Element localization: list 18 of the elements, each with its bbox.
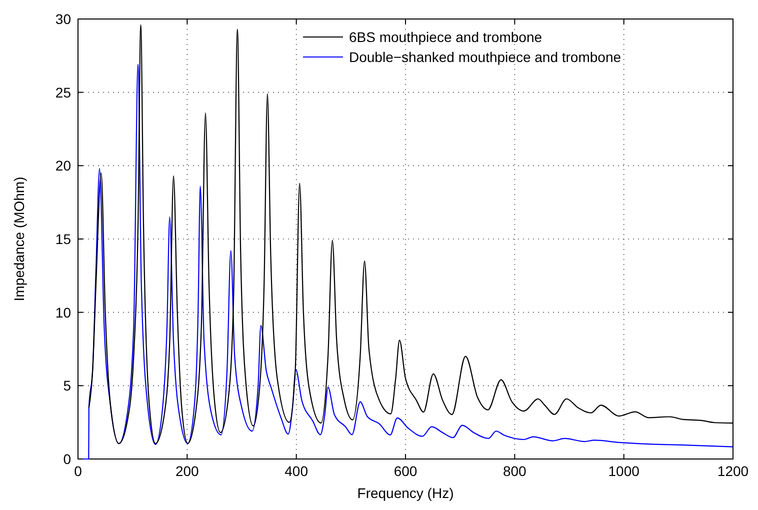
legend-label: 6BS mouthpiece and trombone	[349, 29, 542, 45]
y-tick-label: 10	[55, 304, 72, 320]
y-tick-label: 25	[55, 84, 72, 100]
legend-label: Double−shanked mouthpiece and trombone	[349, 49, 622, 65]
x-tick-label: 600	[394, 463, 418, 479]
x-tick-label: 1200	[717, 463, 749, 479]
y-tick-label: 5	[63, 378, 72, 394]
x-tick-label: 400	[284, 463, 308, 479]
x-tick-label: 200	[175, 463, 200, 479]
y-tick-label: 20	[55, 158, 72, 174]
x-axis-title: Frequency (Hz)	[357, 485, 454, 501]
y-tick-label: 0	[63, 451, 72, 467]
x-tick-label: 0	[74, 463, 82, 479]
x-tick-label: 800	[502, 463, 527, 479]
x-tick-label: 1000	[608, 463, 640, 479]
y-tick-label: 15	[55, 231, 72, 247]
y-tick-label: 30	[55, 11, 72, 27]
y-axis-title: Impedance (MOhm)	[11, 176, 27, 302]
